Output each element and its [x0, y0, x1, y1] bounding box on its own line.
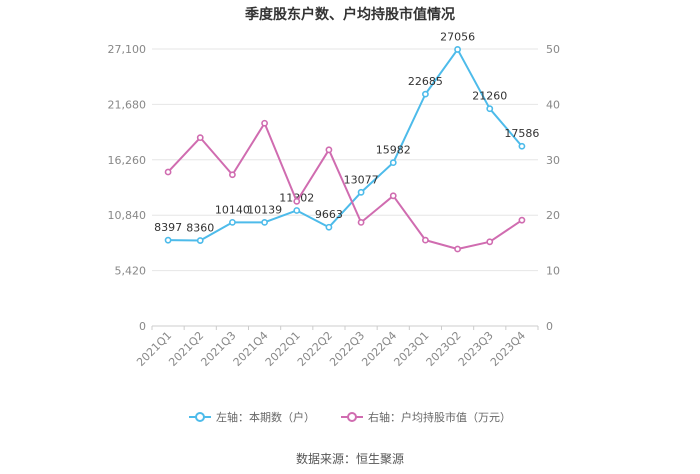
right-series-point [486, 238, 494, 246]
legend-marker-right-icon [341, 412, 363, 422]
data-label: 17586 [504, 127, 539, 140]
right-axis-tick-label: 10 [546, 265, 560, 278]
left-series-point [229, 218, 236, 226]
left-axis-tick-label: 16,260 [108, 154, 147, 167]
right-series-line [167, 122, 523, 250]
right-axis-tick-label: 0 [546, 320, 553, 333]
right-series-point [518, 216, 526, 224]
right-axis-tick-label: 50 [546, 43, 560, 56]
left-series-point [261, 218, 268, 226]
right-series-point [357, 219, 365, 226]
data-label: 15982 [376, 144, 411, 157]
left-series-point [357, 188, 365, 196]
data-label: 8397 [154, 221, 182, 234]
data-label: 27056 [440, 30, 475, 43]
data-label: 9663 [315, 208, 343, 221]
left-series-point [325, 223, 333, 231]
right-series-point [422, 236, 429, 244]
legend-item-right-series[interactable]: 右轴：户均持股市值（万元） [341, 409, 511, 425]
data-label: 22685 [408, 75, 443, 88]
left-axis-tick-label: 27,100 [108, 43, 147, 56]
data-label: 10139 [247, 203, 282, 216]
right-axis-tick-label: 40 [546, 98, 560, 111]
left-series-point [164, 236, 172, 244]
right-series-point [196, 134, 204, 142]
legend-marker-left-icon [189, 412, 211, 422]
right-series-point [389, 192, 397, 200]
left-series-point [389, 159, 397, 167]
left-series-point [196, 237, 204, 244]
data-label: 13077 [344, 173, 379, 186]
right-series-point [261, 119, 268, 127]
data-label: 10140 [215, 203, 250, 216]
data-label: 21260 [472, 90, 507, 103]
left-series-point [518, 142, 526, 150]
legend-label-right-series: 右轴：户均持股市值（万元） [368, 411, 511, 424]
right-series-point [325, 146, 333, 154]
right-series-point [229, 171, 236, 179]
left-axis-tick-label: 5,420 [115, 265, 147, 278]
right-series-point [293, 197, 301, 205]
left-series-point [454, 46, 461, 53]
left-series-point [486, 105, 494, 113]
right-axis-tick-label: 30 [546, 154, 560, 167]
data-label: 8360 [186, 222, 214, 235]
legend-label-left-series: 左轴：本期数（户） [216, 411, 315, 424]
chart-title: 季度股东户数、户均持股市值情况 [245, 7, 455, 23]
left-axis-tick-label: 10,840 [108, 209, 147, 222]
x-axis-tick-label: 2023Q4 [488, 329, 528, 369]
data-source-note: 数据来源：恒生聚源 [295, 452, 404, 466]
chart-legend: 左轴：本期数（户） 右轴：户均持股市值（万元） [0, 409, 700, 425]
left-series-line [168, 48, 523, 242]
right-series-point [164, 168, 172, 176]
legend-item-left-series[interactable]: 左轴：本期数（户） [189, 409, 315, 425]
left-axis-tick-label: 21,680 [108, 98, 147, 111]
left-series-point [293, 207, 301, 214]
right-series-point [454, 245, 461, 253]
left-series-point [422, 90, 429, 98]
right-axis-tick-label: 20 [546, 209, 560, 222]
left-axis-tick-label: 0 [139, 320, 146, 333]
